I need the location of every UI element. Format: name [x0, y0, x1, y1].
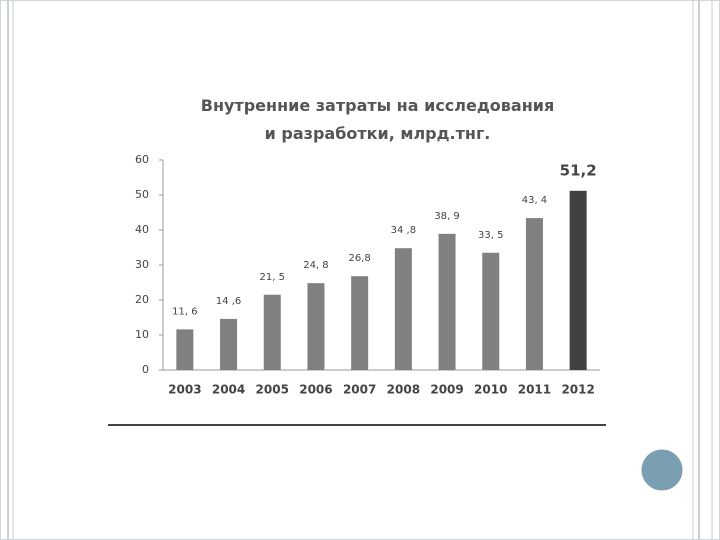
value-label: 43, 4 — [522, 195, 547, 206]
bar — [351, 276, 369, 370]
bar — [569, 190, 587, 370]
x-tick-label: 2008 — [387, 383, 420, 397]
y-tick-label: 50 — [135, 188, 149, 201]
bar — [438, 233, 456, 370]
value-label: 38, 9 — [434, 211, 459, 222]
y-tick-label: 30 — [135, 258, 149, 271]
x-tick-label: 2006 — [299, 383, 332, 397]
y-tick-label: 0 — [142, 363, 149, 376]
y-tick-label: 20 — [135, 293, 149, 306]
x-tick-label: 2009 — [430, 383, 463, 397]
bar — [482, 252, 500, 370]
x-tick-label: 2004 — [212, 383, 245, 397]
value-label: 21, 5 — [260, 272, 285, 283]
value-label: 51,2 — [560, 161, 597, 179]
value-label: 14 ,6 — [216, 296, 241, 307]
bar — [525, 218, 543, 370]
decor-circle — [638, 446, 686, 494]
x-tick-label: 2010 — [474, 383, 507, 397]
bar — [176, 329, 194, 370]
value-label: 26,8 — [349, 253, 371, 264]
bar — [394, 248, 412, 370]
chart-title: Внутренние затраты на исследования и раз… — [200, 96, 555, 143]
x-tick-label: 2012 — [561, 383, 594, 397]
value-label: 33, 5 — [478, 230, 503, 241]
x-tick-label: 2007 — [343, 383, 376, 397]
x-tick-label: 2011 — [518, 383, 551, 397]
y-tick-label: 10 — [135, 328, 149, 341]
bar — [220, 318, 238, 370]
x-tick-label: 2005 — [256, 383, 289, 397]
bar — [307, 283, 325, 370]
bar — [263, 294, 281, 370]
y-tick-label: 60 — [135, 153, 149, 166]
x-tick-label: 2003 — [168, 383, 201, 397]
y-tick-label: 40 — [135, 223, 149, 236]
value-label: 24, 8 — [303, 260, 328, 271]
value-label: 34 ,8 — [391, 225, 416, 236]
value-label: 11, 6 — [172, 306, 197, 317]
